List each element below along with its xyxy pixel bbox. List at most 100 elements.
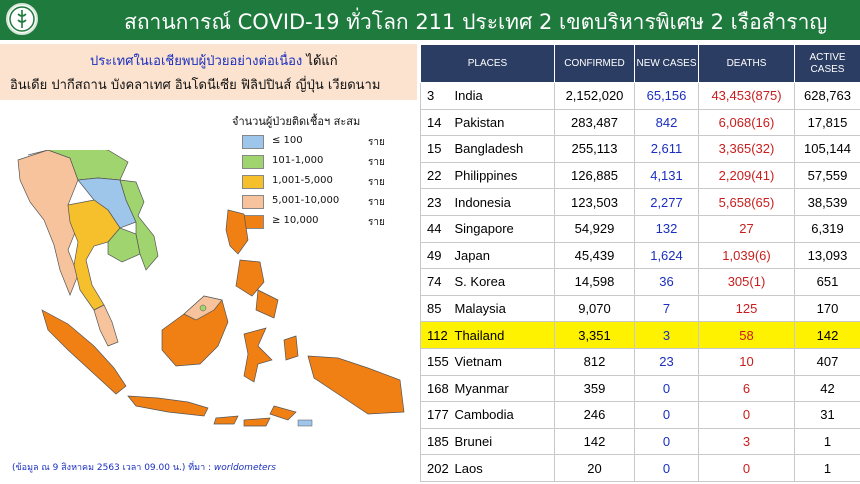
legend-range: 5,001-10,000	[272, 195, 340, 206]
cell-deaths: 5,658(65)	[698, 188, 795, 216]
map-region-sumatra	[41, 309, 127, 395]
cell-rank: 85	[420, 294, 451, 323]
cell-confirmed: 126,885	[554, 161, 635, 190]
map-region-vietnam	[119, 179, 159, 271]
legend-unit: ราย	[368, 217, 385, 228]
page-title: สถานการณ์ COVID-19 ทั่วโลก 211 ประเทศ 2 …	[124, 10, 828, 34]
cell-rank: 155	[420, 347, 451, 376]
cell-new-cases: 1,624	[634, 241, 699, 270]
note-line-2: อินเดีย ปากีสถาน บังคลาเทศ อินโดนีเซีย ฟ…	[10, 78, 381, 93]
cell-place: Cambodia	[450, 401, 555, 429]
table-row: 112 Thailand 3,351 3 58 142	[420, 321, 860, 349]
cell-place: Thailand	[450, 321, 555, 349]
cell-confirmed: 2,152,020	[554, 82, 635, 110]
cell-rank: 202	[420, 454, 451, 482]
cell-deaths: 305(1)	[698, 268, 795, 296]
table-row: 44 Singapore 54,929 132 27 6,319	[420, 214, 860, 243]
cell-deaths: 0	[698, 401, 795, 429]
cell-new-cases: 23	[634, 347, 699, 376]
cell-confirmed: 54,929	[554, 214, 635, 243]
cell-new-cases: 3	[634, 321, 699, 349]
cell-active-cases: 31	[794, 401, 860, 429]
cell-active-cases: 42	[794, 374, 860, 403]
table-row: 23 Indonesia 123,503 2,277 5,658(65) 38,539	[420, 188, 860, 216]
map-region-brunei	[199, 304, 207, 312]
cell-rank: 177	[420, 401, 451, 429]
cell-new-cases: 0	[634, 454, 699, 482]
legend-swatch	[242, 175, 264, 189]
legend-unit: ราย	[368, 197, 385, 208]
table-row: 3 India 2,152,020 65,156 43,453(875) 628,763	[420, 82, 860, 110]
cell-deaths: 6,068(16)	[698, 108, 795, 137]
cell-place: Philippines	[450, 161, 555, 190]
cell-place: India	[450, 82, 555, 110]
table-row: 168 Myanmar 359 0 6 42	[420, 374, 860, 403]
cell-place: Myanmar	[450, 374, 555, 403]
note-line-1-suffix: ได้แก่	[306, 54, 338, 69]
col-header-active-line1: ACTIVE	[809, 51, 846, 63]
map-region-thailand	[67, 199, 121, 311]
cell-deaths: 3,365(32)	[698, 135, 795, 163]
cell-new-cases: 842	[634, 108, 699, 137]
cell-confirmed: 359	[554, 374, 635, 403]
map-legend: จำนวนผู้ป่วยติดเชื้อฯ สะสม ≤ 100 ราย 101…	[232, 112, 412, 233]
cell-active-cases: 651	[794, 268, 860, 296]
legend-row: 1,001-5,000 ราย	[232, 173, 412, 193]
cell-new-cases: 0	[634, 401, 699, 429]
legend-swatch	[242, 155, 264, 169]
cell-place: Brunei	[450, 427, 555, 456]
cell-new-cases: 2,277	[634, 188, 699, 216]
table-row: 185 Brunei 142 0 3 1	[420, 427, 860, 456]
legend-unit: ราย	[368, 157, 385, 168]
legend-unit: ราย	[368, 137, 385, 148]
cell-confirmed: 142	[554, 427, 635, 456]
cell-deaths: 2,209(41)	[698, 161, 795, 190]
cell-rank: 74	[420, 268, 451, 296]
cell-active-cases: 17,815	[794, 108, 860, 137]
cell-deaths: 6	[698, 374, 795, 403]
cell-confirmed: 246	[554, 401, 635, 429]
cell-place: Japan	[450, 241, 555, 270]
col-header-active-line2: CASES	[810, 63, 845, 75]
cell-rank: 44	[420, 214, 451, 243]
page-header: สถานการณ์ COVID-19 ทั่วโลก 211 ประเทศ 2 …	[0, 0, 860, 40]
cell-confirmed: 14,598	[554, 268, 635, 296]
cell-deaths: 125	[698, 294, 795, 323]
cell-confirmed: 255,113	[554, 135, 635, 163]
cell-place: Malaysia	[450, 294, 555, 323]
cell-new-cases: 0	[634, 374, 699, 403]
table-row: 49 Japan 45,439 1,624 1,039(6) 13,093	[420, 241, 860, 270]
legend-range: ≥ 10,000	[272, 215, 319, 226]
cell-rank: 22	[420, 161, 451, 190]
map-region-myanmar	[17, 149, 79, 296]
asia-note-box: ประเทศในเอเชียพบผู้ป่วยอย่างต่อเนื่อง ได…	[0, 44, 417, 100]
cell-place: Laos	[450, 454, 555, 482]
legend-unit: ราย	[368, 177, 385, 188]
cell-new-cases: 2,611	[634, 135, 699, 163]
col-header-new-cases: NEW CASES	[634, 44, 699, 83]
cell-deaths: 0	[698, 454, 795, 482]
covid-stats-table: PLACES CONFIRMED NEW CASES DEATHS ACTIVE…	[420, 44, 860, 482]
cell-new-cases: 7	[634, 294, 699, 323]
ministry-logo-icon	[6, 3, 38, 35]
cell-confirmed: 3,351	[554, 321, 635, 349]
col-header-confirmed: CONFIRMED	[554, 44, 635, 83]
legend-row: 5,001-10,000 ราย	[232, 193, 412, 213]
cell-active-cases: 38,539	[794, 188, 860, 216]
cell-new-cases: 4,131	[634, 161, 699, 190]
table-row: 74 S. Korea 14,598 36 305(1) 651	[420, 268, 860, 296]
cell-active-cases: 170	[794, 294, 860, 323]
map-region-java	[127, 395, 209, 417]
cell-active-cases: 6,319	[794, 214, 860, 243]
map-region-philippines	[225, 209, 279, 319]
legend-swatch	[242, 135, 264, 149]
legend-swatch	[242, 195, 264, 209]
cell-confirmed: 283,487	[554, 108, 635, 137]
legend-title: จำนวนผู้ป่วยติดเชื้อฯ สะสม	[232, 115, 361, 128]
cell-active-cases: 407	[794, 347, 860, 376]
col-header-active-cases: ACTIVE CASES	[794, 44, 860, 83]
footnote-source: worldometers	[213, 463, 276, 473]
note-line-1: ประเทศในเอเชียพบผู้ป่วยอย่างต่อเนื่อง ได…	[90, 50, 338, 71]
cell-place: Bangladesh	[450, 135, 555, 163]
table-row: 15 Bangladesh 255,113 2,611 3,365(32) 105,144	[420, 135, 860, 163]
